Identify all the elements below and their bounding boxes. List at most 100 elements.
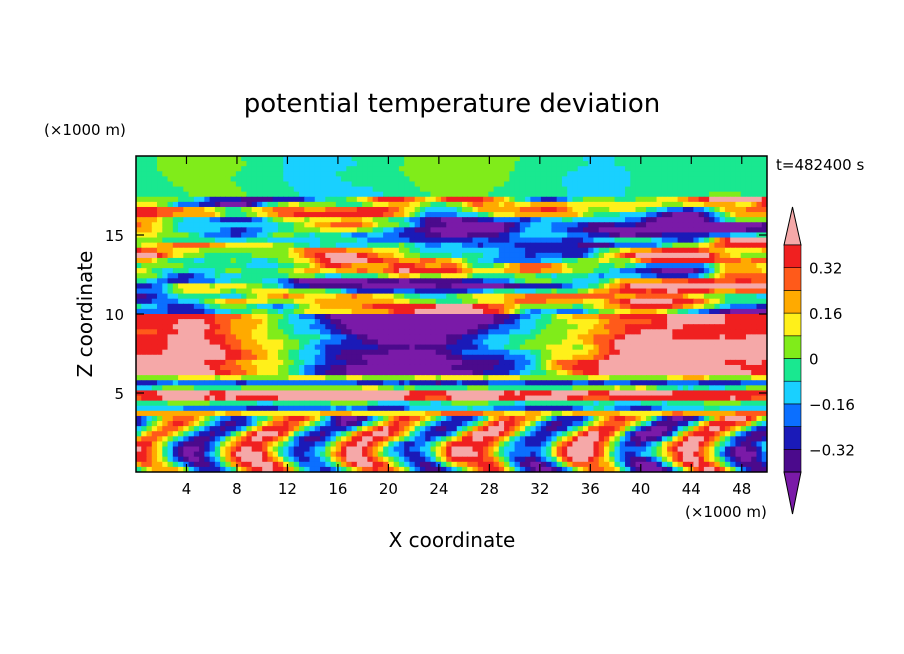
field-cell bbox=[356, 181, 363, 188]
field-cell bbox=[446, 349, 453, 356]
field-cell bbox=[651, 212, 658, 218]
field-cell bbox=[151, 364, 158, 371]
field-cell bbox=[267, 206, 274, 213]
field-cell bbox=[136, 278, 142, 285]
field-cell bbox=[509, 359, 516, 366]
field-cell bbox=[477, 319, 484, 325]
field-cell bbox=[346, 206, 353, 213]
field-cell bbox=[362, 191, 368, 198]
field-cell bbox=[598, 334, 605, 341]
field-cell bbox=[204, 242, 211, 249]
field-cell bbox=[451, 278, 458, 285]
field-cell bbox=[146, 196, 153, 203]
field-cell bbox=[588, 308, 595, 315]
field-cell bbox=[572, 212, 579, 218]
field-cell bbox=[519, 324, 526, 330]
field-cell bbox=[488, 232, 495, 239]
field-cell bbox=[372, 252, 379, 259]
field-cell bbox=[362, 359, 368, 366]
field-cell bbox=[462, 344, 468, 351]
field-cell bbox=[283, 303, 290, 310]
field-cell bbox=[246, 319, 253, 325]
field-cell bbox=[209, 278, 216, 285]
field-cell bbox=[751, 181, 758, 188]
field-cell bbox=[514, 278, 521, 285]
field-cell bbox=[761, 349, 767, 356]
field-cell bbox=[214, 181, 221, 188]
field-cell bbox=[383, 176, 389, 183]
field-cell bbox=[598, 268, 605, 274]
field-cell bbox=[661, 227, 668, 234]
field-cell bbox=[698, 191, 705, 198]
field-cell bbox=[293, 288, 300, 295]
field-cell bbox=[330, 263, 337, 269]
field-cell bbox=[209, 273, 216, 279]
field-cell bbox=[241, 334, 248, 341]
field-cell bbox=[724, 293, 731, 300]
field-cell bbox=[525, 354, 531, 361]
field-cell bbox=[467, 186, 474, 193]
field-cell bbox=[540, 252, 547, 259]
field-cell bbox=[467, 334, 474, 341]
field-cell bbox=[672, 222, 679, 228]
field-cell bbox=[398, 171, 405, 177]
field-cell bbox=[556, 227, 563, 234]
field-cell bbox=[609, 344, 616, 351]
field-cell bbox=[151, 232, 158, 239]
field-cell bbox=[477, 191, 484, 198]
field-cell bbox=[404, 334, 411, 341]
field-cell bbox=[530, 273, 537, 279]
field-cell bbox=[256, 263, 263, 269]
field-cell bbox=[493, 247, 500, 254]
field-cell bbox=[230, 354, 237, 361]
field-cell bbox=[493, 273, 500, 279]
field-cell bbox=[377, 268, 384, 274]
field-cell bbox=[609, 324, 616, 330]
field-cell bbox=[335, 237, 342, 244]
field-cell bbox=[162, 288, 169, 295]
field-cell bbox=[588, 227, 595, 234]
field-cell bbox=[588, 319, 595, 325]
field-cell bbox=[619, 288, 626, 295]
field-cell bbox=[393, 273, 400, 279]
field-cell bbox=[693, 201, 700, 208]
field-cell bbox=[514, 206, 521, 213]
field-cell bbox=[635, 217, 642, 223]
field-cell bbox=[230, 161, 237, 167]
field-cell bbox=[551, 206, 558, 213]
field-cell bbox=[567, 206, 574, 213]
field-cell bbox=[214, 166, 221, 172]
field-cell bbox=[404, 242, 411, 249]
field-cell bbox=[304, 273, 311, 279]
field-cell bbox=[498, 303, 505, 310]
field-cell bbox=[241, 319, 248, 325]
field-cell bbox=[141, 206, 148, 213]
field-cell bbox=[283, 171, 290, 177]
field-cell bbox=[572, 232, 579, 239]
field-cell bbox=[214, 212, 221, 218]
field-cell bbox=[351, 354, 358, 361]
field-cell bbox=[688, 293, 694, 300]
field-cell bbox=[519, 263, 526, 269]
field-cell bbox=[362, 206, 368, 213]
field-cell bbox=[388, 252, 395, 259]
field-cell bbox=[625, 227, 631, 234]
field-cell bbox=[546, 344, 553, 351]
field-cell bbox=[667, 232, 673, 239]
field-cell bbox=[341, 171, 347, 177]
field-cell bbox=[498, 263, 505, 269]
field-cell bbox=[372, 329, 379, 335]
field-cell bbox=[546, 298, 553, 305]
field-cell bbox=[646, 283, 652, 290]
field-cell bbox=[467, 364, 474, 371]
field-cell bbox=[661, 166, 668, 172]
field-cell bbox=[230, 206, 237, 213]
field-cell bbox=[251, 293, 258, 300]
field-cell bbox=[451, 329, 458, 335]
field-cell bbox=[199, 247, 205, 254]
y-unit-label: (×1000 m) bbox=[44, 121, 126, 139]
field-cell bbox=[251, 278, 258, 285]
field-cell bbox=[519, 206, 526, 213]
field-cell bbox=[251, 339, 258, 346]
field-cell bbox=[314, 278, 321, 285]
